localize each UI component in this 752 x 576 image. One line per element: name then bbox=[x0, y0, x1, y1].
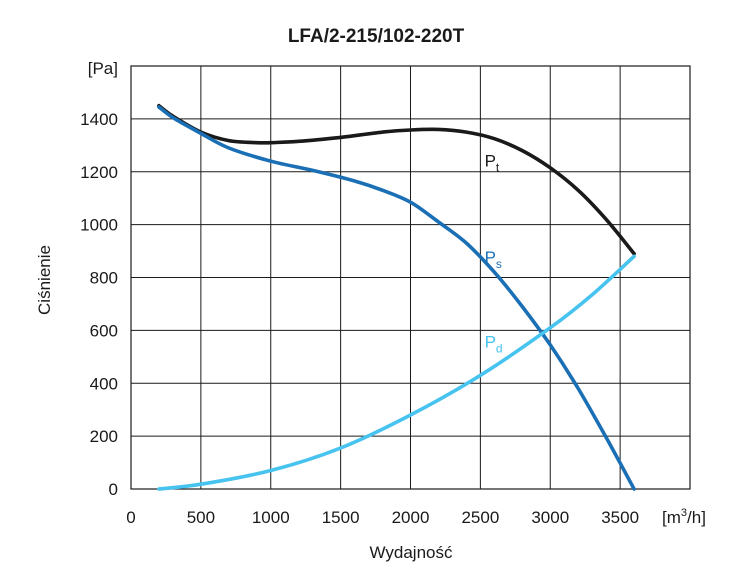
x-axis-unit-tail: /h] bbox=[687, 508, 706, 527]
y-tick-label: 200 bbox=[90, 427, 118, 446]
series-label-pd: Pd bbox=[485, 333, 503, 356]
y-axis-ticks: 0 200 400 600 800 1000 1200 1400 bbox=[80, 110, 118, 499]
x-tick-label: 1500 bbox=[322, 508, 360, 527]
y-axis-unit: [Pa] bbox=[88, 59, 118, 78]
plot-frame bbox=[130, 65, 691, 490]
y-tick-label: 1000 bbox=[80, 216, 118, 235]
series-label-main: P bbox=[485, 151, 496, 170]
y-tick-label: 600 bbox=[90, 321, 118, 340]
x-tick-label: 3000 bbox=[531, 508, 569, 527]
x-tick-label: 500 bbox=[187, 508, 215, 527]
x-tick-label: 3500 bbox=[601, 508, 639, 527]
x-axis-unit-sup: 3 bbox=[681, 507, 687, 519]
x-axis-ticks: 0 500 1000 1500 2000 2500 3000 3500 bbox=[126, 508, 639, 527]
series-label-sub: t bbox=[496, 160, 500, 174]
series-line-ps bbox=[157, 105, 636, 491]
x-tick-label: 1000 bbox=[252, 508, 290, 527]
x-tick-label: 0 bbox=[126, 508, 135, 527]
y-axis-label: Ciśnienie bbox=[35, 245, 54, 315]
x-axis-label: Wydajność bbox=[370, 543, 453, 562]
series-label-pt: Pt bbox=[485, 151, 500, 174]
y-tick-label: 400 bbox=[90, 374, 118, 393]
chart-title: LFA/2-215/102-220T bbox=[288, 26, 465, 47]
series-label-main: P bbox=[485, 248, 496, 267]
series-label-sub: d bbox=[496, 342, 503, 356]
x-tick-label: 2000 bbox=[392, 508, 430, 527]
y-tick-label: 0 bbox=[109, 480, 118, 499]
x-tick-label: 2500 bbox=[461, 508, 499, 527]
y-tick-label: 800 bbox=[90, 269, 118, 288]
y-tick-label: 1400 bbox=[80, 110, 118, 129]
x-axis-unit: [m3/h] bbox=[662, 507, 706, 527]
y-tick-label: 1200 bbox=[80, 163, 118, 182]
series-line-pd bbox=[157, 254, 636, 491]
x-axis-unit-base: [m bbox=[662, 508, 681, 527]
series-label-main: P bbox=[485, 333, 496, 352]
series-label-ps: Ps bbox=[485, 248, 502, 271]
series-line-pt bbox=[157, 103, 636, 256]
series-label-sub: s bbox=[496, 257, 502, 271]
grid-lines bbox=[131, 66, 690, 489]
